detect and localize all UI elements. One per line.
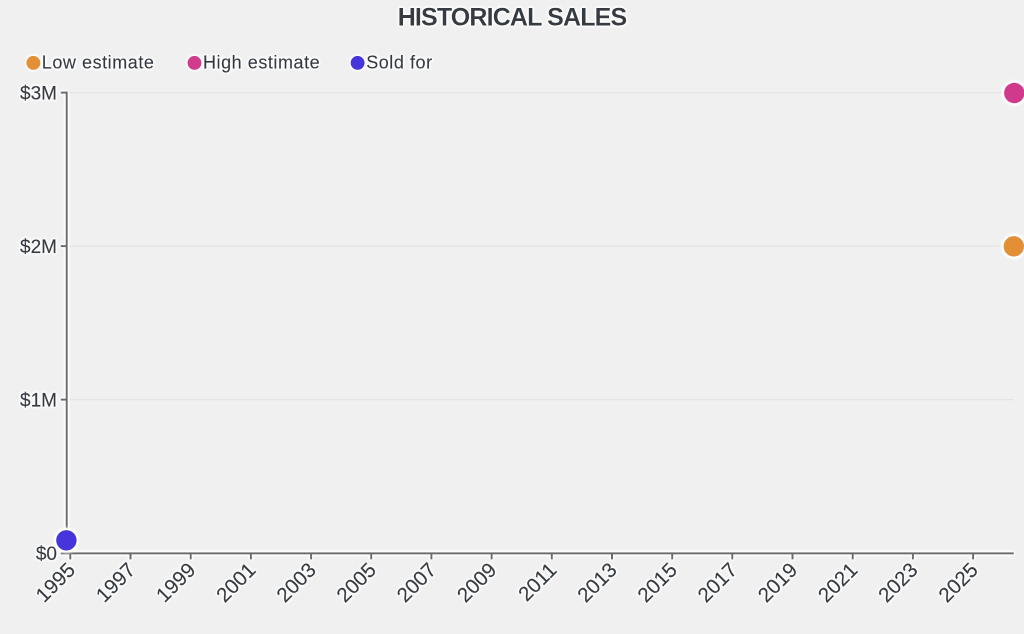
svg-text:$2M: $2M xyxy=(20,237,57,258)
svg-text:$3M: $3M xyxy=(20,83,57,104)
svg-text:Low estimate: Low estimate xyxy=(42,52,155,72)
svg-text:$0: $0 xyxy=(36,544,57,565)
svg-text:HISTORICAL SALES: HISTORICAL SALES xyxy=(398,4,627,32)
svg-text:High estimate: High estimate xyxy=(203,52,320,72)
svg-text:Sold for: Sold for xyxy=(366,52,432,72)
svg-text:$1M: $1M xyxy=(20,390,57,411)
